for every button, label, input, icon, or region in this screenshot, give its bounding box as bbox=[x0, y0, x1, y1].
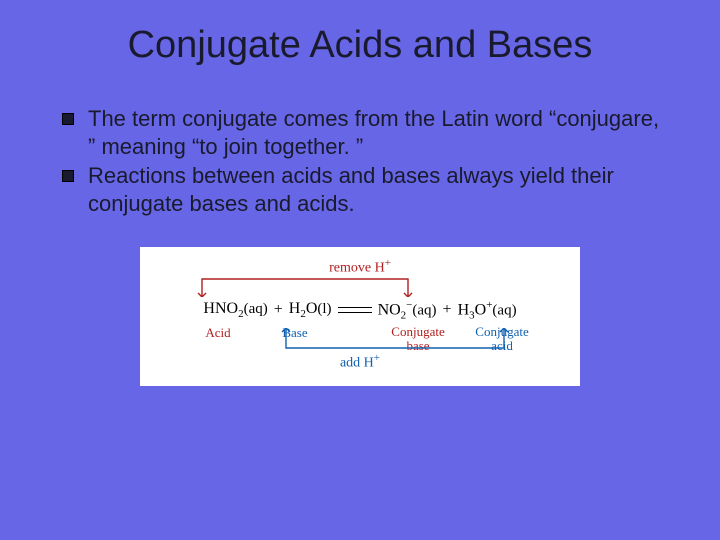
role-acid: Acid bbox=[179, 325, 257, 352]
species-hno2: HNO2(aq) bbox=[203, 300, 267, 320]
role-labels: Acid Base Conjugatebase Conjugateacid bbox=[154, 325, 566, 352]
slide: Conjugate Acids and Bases The term conju… bbox=[0, 0, 720, 540]
bullet-item: The term conjugate comes from the Latin … bbox=[84, 105, 660, 160]
bullet-list: The term conjugate comes from the Latin … bbox=[84, 105, 660, 217]
diagram-inner: remove H+ HNO2(aq) + H2O(l) NO2−(aq) + H… bbox=[154, 257, 566, 372]
equilibrium-arrow-icon bbox=[338, 304, 372, 316]
plus-icon: + bbox=[274, 301, 283, 319]
equation-row: HNO2(aq) + H2O(l) NO2−(aq) + H3O+(aq) bbox=[154, 299, 566, 322]
role-conjugate-base: Conjugatebase bbox=[379, 325, 457, 352]
bullet-item: Reactions between acids and bases always… bbox=[84, 162, 660, 217]
species-no2: NO2−(aq) bbox=[378, 299, 437, 322]
plus-icon: + bbox=[443, 301, 452, 319]
remove-h-label: remove H+ bbox=[154, 257, 566, 277]
species-h3o: H3O+(aq) bbox=[458, 299, 517, 322]
role-conjugate-acid: Conjugateacid bbox=[463, 325, 541, 352]
species-h2o: H2O(l) bbox=[289, 300, 332, 320]
slide-title: Conjugate Acids and Bases bbox=[60, 24, 660, 67]
role-base: Base bbox=[263, 325, 327, 352]
add-h-label: add H+ bbox=[154, 352, 566, 372]
reaction-diagram: remove H+ HNO2(aq) + H2O(l) NO2−(aq) + H… bbox=[140, 247, 580, 386]
